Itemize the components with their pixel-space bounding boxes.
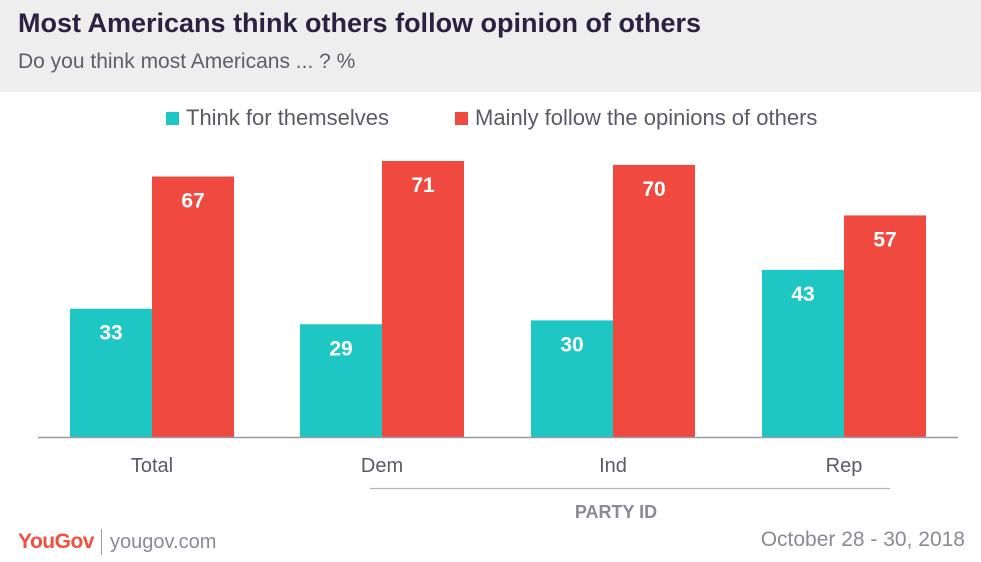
data-label-ind-series1: 30: [560, 333, 583, 356]
footer-date: October 28 - 30, 2018: [760, 528, 965, 551]
bar-total-series1: [70, 308, 152, 437]
legend-swatch-series1: [166, 111, 179, 125]
bar-dem-series1: [300, 324, 382, 437]
footer-divider: [101, 529, 102, 555]
legend-item-think-for-themselves: Think for themselves: [166, 105, 389, 131]
bar-ind-series2: [613, 164, 695, 437]
yougov-logo: YouGov: [18, 530, 94, 553]
legend-label-series2: Mainly follow the opinions of others: [475, 105, 818, 130]
chart-title: Most Americans think others follow opini…: [18, 8, 702, 38]
chart-subtitle: Do you think most Americans ... ? %: [18, 50, 356, 73]
x-tick-label-rep: Rep: [826, 455, 863, 477]
legend-swatch-series2: [455, 111, 468, 125]
data-label-rep-series1: 43: [791, 283, 814, 306]
bar-ind-series1: [531, 320, 613, 437]
data-label-ind-series2: 70: [642, 178, 665, 201]
bar-dem-series2: [382, 161, 464, 437]
legend-item-follow-others: Mainly follow the opinions of others: [455, 105, 817, 131]
bar-total-series2: [152, 176, 234, 437]
x-tick-label-dem: Dem: [361, 455, 403, 477]
bar-rep-series1: [762, 269, 844, 437]
legend: Think for themselves Mainly follow the o…: [0, 105, 981, 133]
data-label-total-series2: 67: [181, 190, 204, 213]
header-band: Most Americans think others follow opini…: [0, 0, 981, 92]
x-tick-label-ind: Ind: [599, 455, 627, 477]
x-tick-label-total: Total: [131, 455, 173, 477]
legend-label-series1: Think for themselves: [186, 105, 389, 130]
data-label-dem-series1: 29: [329, 337, 352, 360]
bar-rep-series2: [844, 215, 926, 437]
data-label-total-series1: 33: [99, 322, 122, 345]
data-label-dem-series2: 71: [411, 174, 435, 197]
footer-site[interactable]: yougov.com: [110, 531, 217, 553]
data-label-rep-series2: 57: [873, 228, 896, 251]
group-label-party-id: PARTY ID: [575, 502, 657, 522]
